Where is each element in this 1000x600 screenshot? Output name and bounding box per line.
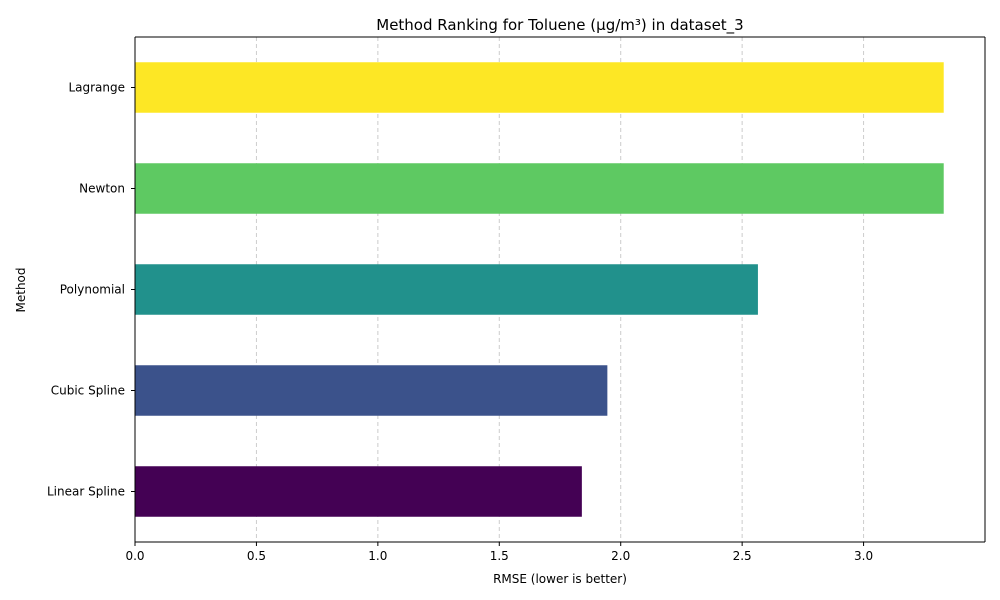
x-tick-label-6: 3.0 <box>854 549 873 563</box>
x-tick-label-1: 0.5 <box>247 549 266 563</box>
x-axis-label: RMSE (lower is better) <box>493 572 627 586</box>
y-tick-label-0: Linear Spline <box>47 485 125 499</box>
y-tick-label-4: Lagrange <box>68 81 125 95</box>
chart-title: Method Ranking for Toluene (µg/m³) in da… <box>376 16 743 35</box>
x-tick-label-2: 1.0 <box>368 549 387 563</box>
y-tick-label-3: Newton <box>79 182 125 196</box>
bar-newton <box>135 163 944 214</box>
bars <box>135 62 944 517</box>
y-axis-label: Method <box>14 267 28 312</box>
axes <box>134 36 986 543</box>
x-tick-label-3: 1.5 <box>490 549 509 563</box>
bar-lagrange <box>135 62 944 113</box>
bar-cubic-spline <box>135 365 608 416</box>
bar-linear-spline <box>135 466 582 517</box>
x-ticks: 0.0 0.5 1.0 1.5 2.0 2.5 3.0 <box>125 542 873 563</box>
y-tick-label-1: Cubic Spline <box>51 384 125 398</box>
y-tick-label-2: Polynomial <box>60 283 125 297</box>
x-tick-label-5: 2.5 <box>733 549 752 563</box>
y-ticks: Linear Spline Cubic Spline Polynomial Newto… <box>47 81 135 499</box>
x-tick-label-0: 0.0 <box>125 549 144 563</box>
bar-polynomial <box>135 264 758 315</box>
x-tick-label-4: 2.0 <box>611 549 630 563</box>
